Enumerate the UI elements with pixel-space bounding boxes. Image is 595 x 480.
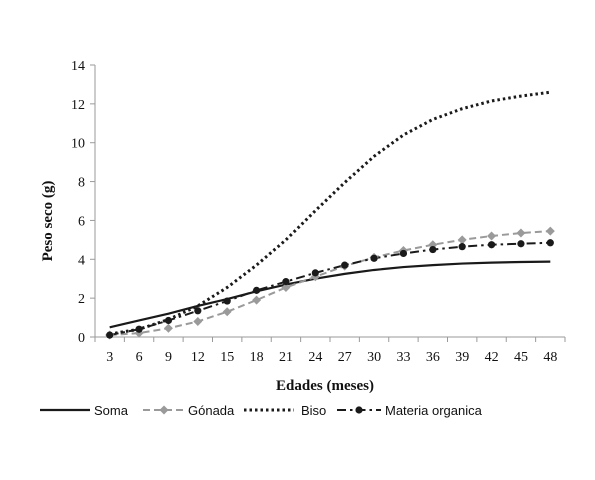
- data-point-materia-organica: [164, 316, 173, 325]
- x-tick-label: 9: [165, 350, 172, 365]
- data-point-materia-organica: [370, 254, 378, 262]
- x-tick-label: 6: [136, 350, 143, 365]
- x-tick-label: 39: [455, 350, 469, 365]
- x-tick-label: 27: [338, 350, 352, 365]
- legend-label-biso: Biso: [301, 403, 326, 418]
- data-point-materia-organica: [341, 261, 349, 269]
- data-point-materia-organica: [429, 245, 437, 254]
- data-point-materia-organica: [458, 243, 466, 251]
- data-point-materia-organica: [399, 249, 408, 258]
- legend-label-gonada: Gónada: [188, 403, 235, 418]
- x-tick-label: 3: [106, 350, 113, 365]
- y-tick-label: 4: [78, 253, 85, 268]
- x-tick-label: 42: [485, 350, 499, 365]
- data-point-materia-organica: [517, 240, 525, 248]
- x-tick-label: 21: [279, 350, 293, 365]
- chart-axes: [90, 64, 566, 342]
- series-line-biso: [109, 90, 551, 336]
- legend-marker-materia-organica: [355, 406, 363, 414]
- data-point-gonada: [252, 295, 262, 305]
- data-point-materia-organica: [546, 239, 554, 247]
- data-point-gonada: [163, 323, 173, 333]
- x-tick-label: 45: [514, 350, 528, 365]
- series-line-materia-organica: [109, 241, 551, 337]
- data-point-materia-organica: [223, 297, 231, 305]
- legend-label-materia-organica: Materia organica: [385, 403, 483, 418]
- data-point-materia-organica: [487, 241, 496, 249]
- x-tick-label: 18: [250, 350, 264, 365]
- x-tick-label: 15: [220, 350, 234, 365]
- data-point-materia-organica: [106, 331, 114, 339]
- series-line-soma: [109, 260, 551, 329]
- data-point-materia-organica: [311, 269, 319, 277]
- data-point-materia-organica: [135, 325, 143, 333]
- y-tick-label: 6: [78, 214, 85, 229]
- data-point-gonada: [193, 316, 203, 326]
- series-line-gonada: [109, 230, 551, 337]
- data-point-materia-organica: [252, 286, 261, 294]
- legend-marker-gonada: [159, 405, 169, 415]
- y-tick-label: 12: [71, 98, 85, 113]
- x-tick-label: 12: [191, 350, 205, 365]
- data-point-gonada: [457, 235, 467, 245]
- legend-label-soma: Soma: [94, 403, 129, 418]
- data-point-gonada: [545, 226, 555, 236]
- series-markers: [105, 226, 555, 340]
- y-tick-label: 2: [78, 292, 85, 307]
- data-point-materia-organica: [282, 278, 290, 286]
- legend: Soma Gónada Biso Materia organica: [40, 403, 483, 418]
- x-tick-label: 24: [308, 350, 322, 365]
- x-tick-labels: 3 6 9 12 15 18 21 24 27 30 33 36 39 42 45 48: [106, 350, 557, 365]
- x-tick-label: 48: [543, 350, 557, 365]
- y-tick-label: 10: [71, 137, 85, 152]
- series-lines: [109, 90, 551, 337]
- y-axis-title: Peso seco (g): [40, 181, 56, 262]
- x-tick-label: 30: [367, 350, 381, 365]
- data-point-materia-organica: [194, 307, 202, 315]
- data-point-gonada: [516, 228, 526, 238]
- data-point-gonada: [487, 231, 497, 241]
- data-point-gonada: [281, 282, 291, 292]
- y-tick-labels: 0 2 4 6 8 10 12 14: [71, 59, 85, 346]
- x-tick-label: 36: [426, 350, 440, 365]
- y-tick-label: 0: [78, 331, 85, 346]
- x-axis-title: Edades (meses): [276, 378, 374, 394]
- y-tick-label: 14: [71, 59, 85, 74]
- x-tick-label: 33: [396, 350, 410, 365]
- data-point-gonada: [222, 307, 232, 317]
- y-tick-label: 8: [78, 176, 85, 191]
